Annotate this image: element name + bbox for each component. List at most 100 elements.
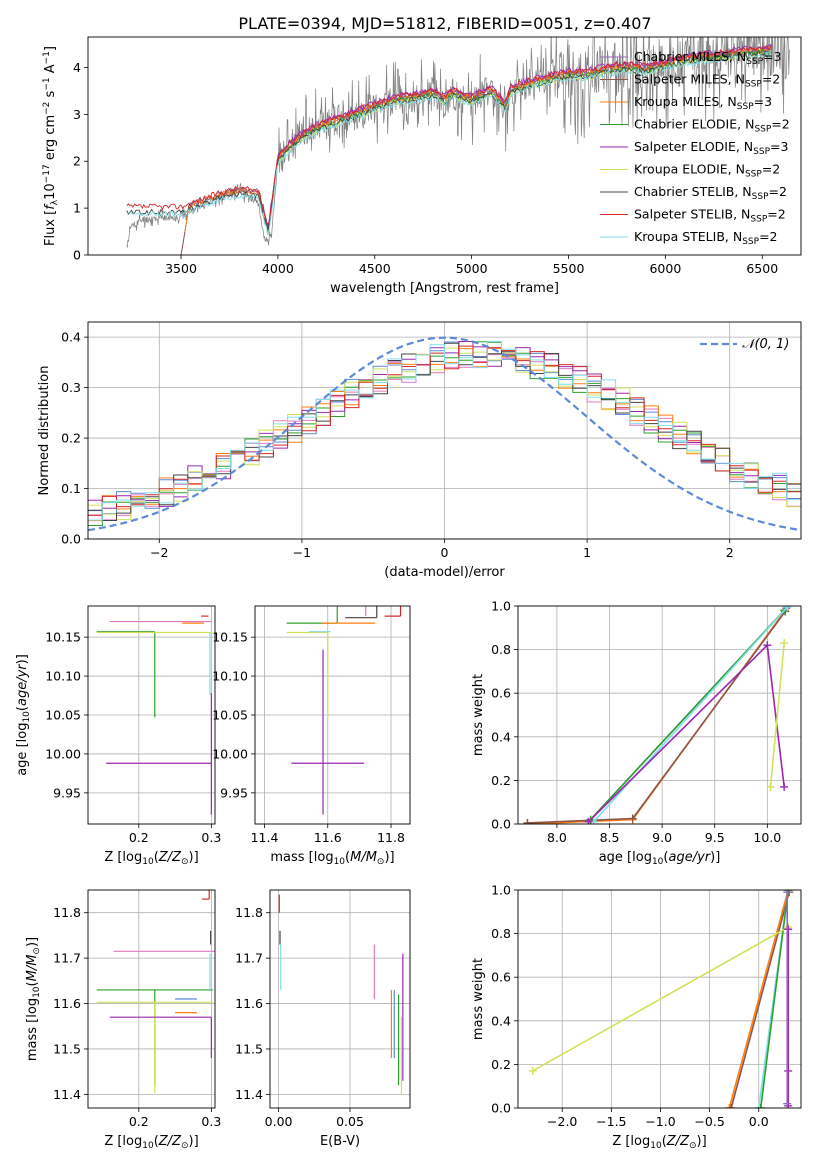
weight-line xyxy=(532,926,789,1072)
legend-entry: Chabrier MILES, NSSP=3 xyxy=(634,49,782,67)
y-tick-label: 11.7 xyxy=(235,951,263,966)
x-axis-label: (data-model)/error xyxy=(384,565,505,580)
x-tick-label: 8.0 xyxy=(547,830,567,845)
y-tick-label: 10.10 xyxy=(212,669,248,684)
weight-marker xyxy=(783,606,792,612)
y-axis-label: Flux [fλ10−17 erg cm−2 s−1 A−1] xyxy=(42,46,60,246)
x-tick-label: −1.5 xyxy=(596,1114,626,1129)
x-axis-label: age [log10(age/yr)] xyxy=(599,850,721,867)
y-tick-label: 10.05 xyxy=(45,708,81,723)
y-tick-label: 0.2 xyxy=(491,1057,511,1072)
x-tick-label: 1 xyxy=(583,545,591,560)
x-tick-label: 0.3 xyxy=(201,1114,221,1129)
plot-area-age-vs-Z xyxy=(96,615,213,815)
x-tick-label: 9.0 xyxy=(652,830,672,845)
y-tick-label: 10.15 xyxy=(212,630,248,645)
x-tick-label: 11.4 xyxy=(251,830,279,845)
x-tick-label: 0.2 xyxy=(129,830,149,845)
x-tick-label: 10.0 xyxy=(753,830,781,845)
y-tick-label: 10.15 xyxy=(45,630,81,645)
y-tick-label: 0.8 xyxy=(491,926,511,941)
weight-marker xyxy=(528,1066,537,1075)
legend-entry: Salpeter ELODIE, NSSP=3 xyxy=(634,139,788,157)
axes-frame xyxy=(87,321,802,540)
y-axis-label: Normed distribution xyxy=(37,366,52,496)
weight-line xyxy=(527,611,786,824)
y-tick-label: 0.8 xyxy=(491,642,511,657)
y-axis-label: mass weight xyxy=(471,674,486,756)
plot-area-mass-weight-vs-Z xyxy=(528,890,794,1108)
x-tick-label: 0.05 xyxy=(336,1114,364,1129)
panel-mass-weight-vs-age: 8.0 8.5 9.0 9.5 10.0 0.0 0.2 0.4 0.6 0.8 1.0 mass w… xyxy=(471,599,802,867)
y-tick-label: 10.00 xyxy=(212,746,248,761)
x-tick-label: 0.3 xyxy=(201,830,221,845)
weight-marker xyxy=(727,1104,736,1108)
y-tick-label: 0.2 xyxy=(491,773,511,788)
y-tick-label: 0.3 xyxy=(61,380,81,395)
y-tick-label: 0.4 xyxy=(491,1013,511,1028)
y-tick-label: 0.0 xyxy=(61,532,81,547)
x-tick-label: 0.0 xyxy=(749,1114,769,1129)
weight-marker xyxy=(584,817,593,824)
plot-area-mass-weight-vs-age xyxy=(523,606,792,824)
x-tick-label: 5000 xyxy=(456,261,488,276)
x-axis-label: E(B-V) xyxy=(320,1134,360,1149)
weight-marker xyxy=(780,782,789,791)
y-tick-label: 0.0 xyxy=(491,1101,511,1116)
y-tick-label: 0.4 xyxy=(61,330,81,345)
weight-marker xyxy=(784,1066,793,1075)
legend-entry: Chabrier STELIB, NSSP=2 xyxy=(634,184,787,202)
panel-age-vs-mass: 11.4 11.6 11.8 9.95 10.00 10.05 10.10 10.15 mass… xyxy=(212,605,411,867)
weight-marker xyxy=(780,639,789,648)
weight-marker xyxy=(754,1104,763,1108)
axes-frame xyxy=(269,889,411,1109)
y-tick-label: 11.5 xyxy=(235,1041,263,1056)
y-tick-label: 0.1 xyxy=(61,481,81,496)
panel-mass-vs-Z: 0.2 0.3 11.4 11.5 11.6 11.7 11.8 Z [log10(Z/Z⊙)… xyxy=(25,889,221,1151)
y-tick-label: 10.05 xyxy=(212,708,248,723)
panel-mass-weight-vs-Z: −2.0 −1.5 −1.0 −0.5 0.0 0.0 0.2 0.4 0.6 0.8 1.0 mas… xyxy=(471,883,802,1151)
legend-entry: Kroupa ELODIE, NSSP=2 xyxy=(634,162,780,180)
y-tick-label: 0.4 xyxy=(491,729,511,744)
plot-area-age-vs-mass xyxy=(286,606,402,815)
legend-entry: Salpeter STELIB, NSSP=2 xyxy=(634,207,786,225)
x-tick-label: 9.5 xyxy=(705,830,725,845)
x-tick-label: 0 xyxy=(441,545,449,560)
legend-entry: 𝒩(0, 1) xyxy=(742,337,789,352)
plot-area-mass-vs-EBV xyxy=(278,894,404,1095)
y-tick-label: 11.8 xyxy=(235,905,263,920)
y-tick-label: 11.8 xyxy=(53,905,81,920)
panel-age-vs-Z: 0.2 0.3 9.95 10.00 10.05 10.10 10.15 Z [log10(Z… xyxy=(15,605,221,867)
x-tick-label: −2.0 xyxy=(547,1114,577,1129)
y-tick-label: 11.7 xyxy=(53,951,81,966)
weight-marker xyxy=(783,1099,792,1108)
y-tick-label: 0.0 xyxy=(491,817,511,832)
y-tick-label: 0.6 xyxy=(491,686,511,701)
weight-marker xyxy=(628,814,637,823)
weight-line xyxy=(728,890,789,1108)
y-tick-label: 4 xyxy=(73,60,81,75)
y-axis-label: mass [log10(M/M⊙)] xyxy=(25,937,42,1061)
y-tick-label: 0.6 xyxy=(491,970,511,985)
y-tick-label: 9.95 xyxy=(53,785,81,800)
weight-line xyxy=(593,606,788,823)
x-axis-label: Z [log10(Z/Z⊙)] xyxy=(104,850,198,867)
axes-frame xyxy=(517,889,802,1109)
y-tick-label: 0 xyxy=(73,248,81,263)
x-tick-label: −2 xyxy=(150,545,168,560)
model-spectrum xyxy=(126,50,773,236)
y-tick-label: 10.10 xyxy=(45,669,81,684)
normal-curve xyxy=(88,336,801,532)
y-tick-label: 11.4 xyxy=(235,1087,263,1102)
x-tick-label: 11.6 xyxy=(314,830,342,845)
weight-marker xyxy=(766,782,775,791)
model-spectrum xyxy=(126,44,772,225)
observed-spectrum xyxy=(126,37,790,248)
y-tick-label: 11.4 xyxy=(53,1087,81,1102)
x-tick-label: 4000 xyxy=(262,261,294,276)
axes-frame xyxy=(254,605,411,825)
axes-frame xyxy=(87,36,802,256)
x-tick-label: −1 xyxy=(293,545,311,560)
plot-area-mass-vs-Z xyxy=(96,890,215,1094)
